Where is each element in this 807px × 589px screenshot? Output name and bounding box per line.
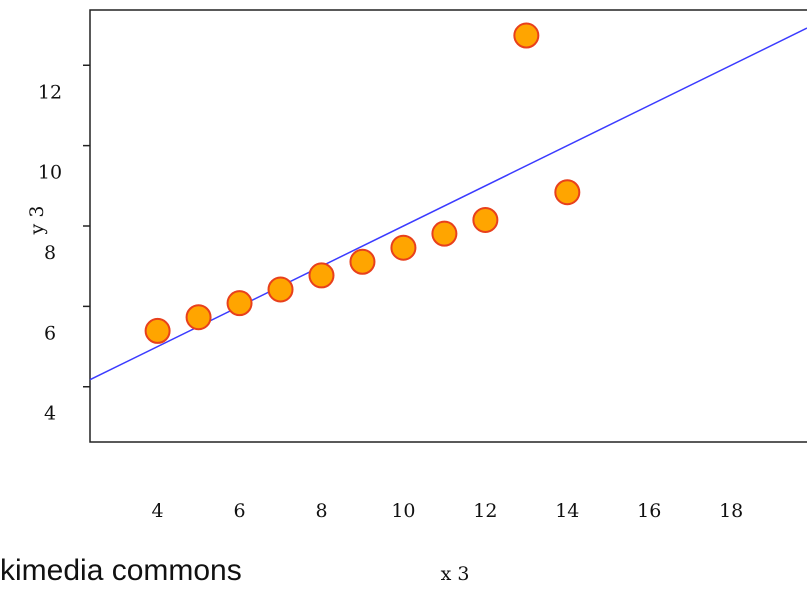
point	[390, 234, 417, 261]
caption: kimedia commons	[0, 554, 242, 587]
point	[226, 290, 253, 317]
y-tick-label: 12	[38, 81, 62, 103]
point	[185, 304, 212, 331]
point	[267, 276, 294, 303]
y-axis-label: y 3	[26, 206, 48, 236]
x-tick-label: 12	[473, 500, 497, 522]
y-tick-label: 6	[44, 322, 56, 344]
point	[513, 22, 540, 49]
x-tick-label: 16	[637, 500, 661, 522]
x-axis-label: x 3	[441, 563, 470, 585]
x-tick-label: 8	[315, 500, 327, 522]
y-tick-label: 4	[44, 403, 56, 425]
point	[308, 262, 335, 289]
x-tick-label: 6	[233, 500, 245, 522]
point	[554, 179, 581, 206]
point	[349, 248, 376, 275]
point	[144, 317, 171, 344]
y-tick-label: 8	[44, 242, 56, 264]
x-tick-label: 18	[719, 500, 743, 522]
x-tick-label: 10	[391, 500, 415, 522]
point	[472, 206, 499, 233]
x-tick-label: 14	[555, 500, 579, 522]
point	[431, 220, 458, 247]
x-tick-label: 4	[152, 500, 164, 522]
y-tick-label: 10	[38, 162, 62, 184]
